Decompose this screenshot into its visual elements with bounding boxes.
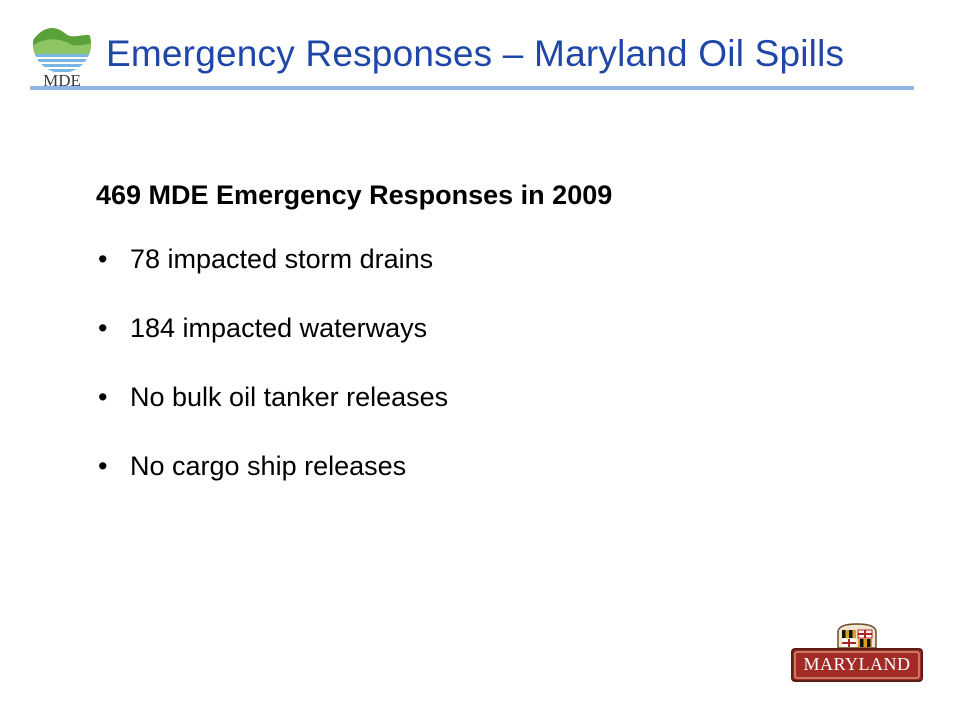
bullet-item: • 184 impacted waterways: [96, 309, 876, 347]
bullet-dot: •: [98, 382, 108, 412]
bullet-item: • No bulk oil tanker releases: [96, 378, 876, 416]
title-divider: [30, 86, 914, 90]
bullet-item: • 78 impacted storm drains: [96, 240, 876, 278]
bullet-dot: •: [98, 451, 108, 481]
mde-hills-water-icon: MDE: [33, 15, 91, 88]
bullet-text: No cargo ship releases: [130, 451, 407, 481]
mde-logo-text: MDE: [43, 71, 81, 88]
bullet-text: 78 impacted storm drains: [130, 244, 434, 274]
headline: 469 MDE Emergency Responses in 2009: [96, 180, 613, 210]
bullet-text: No bulk oil tanker releases: [130, 382, 449, 412]
bullet-dot: •: [98, 313, 108, 343]
slide-title: Emergency Responses – Maryland Oil Spill…: [106, 33, 845, 74]
maryland-flag-crest-icon: [791, 623, 923, 682]
maryland-logo-text: MARYLAND: [803, 654, 911, 674]
maryland-logo: MARYLAND: [790, 622, 924, 684]
mde-logo: MDE: [30, 14, 94, 88]
bullet-text: 184 impacted waterways: [130, 313, 428, 343]
bullet-item: • No cargo ship releases: [96, 447, 876, 485]
bullet-list: • 78 impacted storm drains • 184 impacte…: [96, 240, 876, 485]
slide-content: 469 MDE Emergency Responses in 2009 • 78…: [96, 176, 876, 516]
bullet-dot: •: [98, 244, 108, 274]
